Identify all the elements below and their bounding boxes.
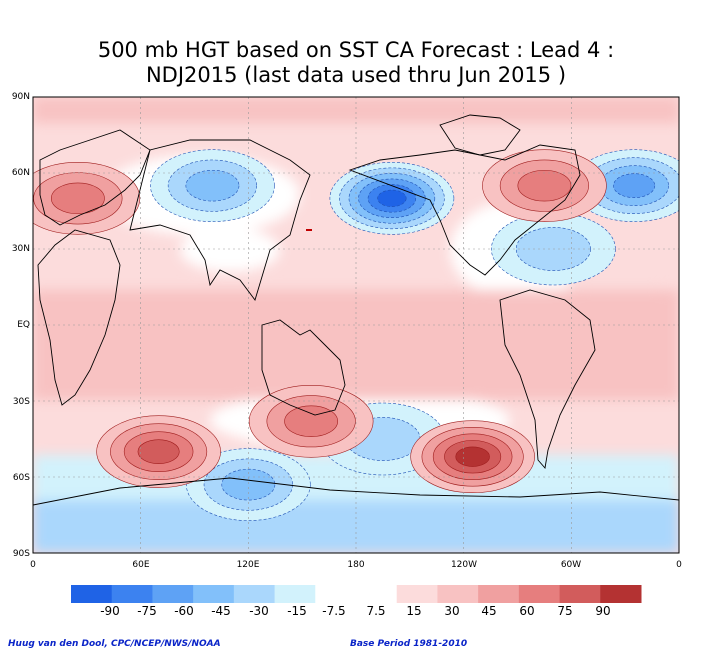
map-title-line-1: 500 mb HGT based on SST CA Forecast : Le… bbox=[97, 38, 615, 62]
colorbar-label: -45 bbox=[211, 604, 231, 618]
colorbar-label: 75 bbox=[557, 604, 573, 618]
colorbar-swatch bbox=[518, 585, 561, 603]
lat-label: 60N bbox=[11, 168, 30, 178]
colorbar-label: 30 bbox=[444, 604, 460, 618]
australia-coast bbox=[261, 319, 346, 416]
colorbar-label: 45 bbox=[481, 604, 497, 618]
europe-coast bbox=[39, 129, 151, 226]
asia-coast bbox=[129, 139, 311, 301]
antarctica-coast bbox=[33, 477, 679, 506]
lon-label: 60E bbox=[132, 560, 150, 570]
lat-label: EQ bbox=[17, 320, 30, 330]
negative-anomaly-contour bbox=[613, 173, 656, 198]
colorbar-swatch bbox=[315, 585, 357, 603]
negative-anomaly-contour bbox=[221, 468, 276, 501]
colorbar-label: -30 bbox=[249, 604, 269, 618]
north-america-coast bbox=[348, 144, 581, 276]
south-america-coast bbox=[499, 289, 596, 470]
colorbar-label: 7.5 bbox=[366, 604, 386, 618]
colorbar-swatch bbox=[193, 585, 235, 603]
lon-label: 120W bbox=[450, 560, 478, 570]
red-marker bbox=[306, 229, 312, 231]
colorbar-swatch bbox=[71, 585, 113, 603]
colorbar-swatch bbox=[356, 585, 398, 603]
lon-label: 60W bbox=[560, 560, 582, 570]
lat-label: 60S bbox=[12, 473, 30, 483]
positive-anomaly-contour bbox=[284, 405, 339, 437]
colorbar-label: -60 bbox=[174, 604, 194, 618]
lon-label: 0 bbox=[30, 560, 36, 570]
colorbar-label: 90 bbox=[595, 604, 611, 618]
map-title-line-2: NDJ2015 (last data used thru Jun 2015 ) bbox=[145, 63, 567, 87]
colorbar-swatch bbox=[559, 585, 601, 603]
africa-coast bbox=[37, 229, 121, 406]
lon-label: 120E bbox=[236, 560, 260, 570]
negative-anomaly-contour bbox=[185, 169, 240, 202]
map-frame bbox=[32, 96, 680, 554]
colorbar-label: -15 bbox=[287, 604, 307, 618]
lat-label: 30N bbox=[11, 244, 30, 254]
negative-anomaly-contour bbox=[377, 189, 407, 207]
colorbar-label: -7.5 bbox=[322, 604, 346, 618]
colorbar-swatch bbox=[600, 585, 642, 603]
colorbar-swatch bbox=[396, 585, 438, 603]
colorbar-swatch bbox=[437, 585, 479, 603]
positive-anomaly-contour bbox=[137, 439, 180, 464]
greenland-coast bbox=[439, 114, 521, 156]
lat-label: 90N bbox=[11, 92, 30, 102]
colorbar-label: 60 bbox=[519, 604, 535, 618]
colorbar-swatch bbox=[274, 585, 316, 603]
colorbar-swatch bbox=[233, 585, 276, 603]
base-period-text: Base Period 1981-2010 bbox=[350, 639, 468, 649]
credit-text: Huug van den Dool, CPC/NCEP/NWS/NOAA bbox=[8, 639, 221, 649]
map-plot-area bbox=[33, 97, 679, 553]
lon-label: 180 bbox=[347, 560, 365, 570]
colorbar-swatch bbox=[111, 585, 153, 603]
lat-label: 30S bbox=[12, 397, 30, 407]
colorbar-label: -90 bbox=[100, 604, 120, 618]
colorbar-swatch bbox=[478, 585, 520, 603]
colorbar-swatch bbox=[152, 585, 194, 603]
positive-anomaly-contour bbox=[517, 169, 572, 202]
lat-label: 90S bbox=[12, 549, 30, 559]
positive-anomaly-contour bbox=[50, 182, 105, 215]
colorbar-label: -75 bbox=[137, 604, 157, 618]
colorbar-label: 15 bbox=[406, 604, 422, 618]
lon-label: 0 bbox=[676, 560, 682, 570]
positive-anomaly-contour bbox=[455, 446, 490, 467]
coastlines bbox=[33, 114, 679, 506]
anomaly-centers bbox=[33, 149, 679, 521]
